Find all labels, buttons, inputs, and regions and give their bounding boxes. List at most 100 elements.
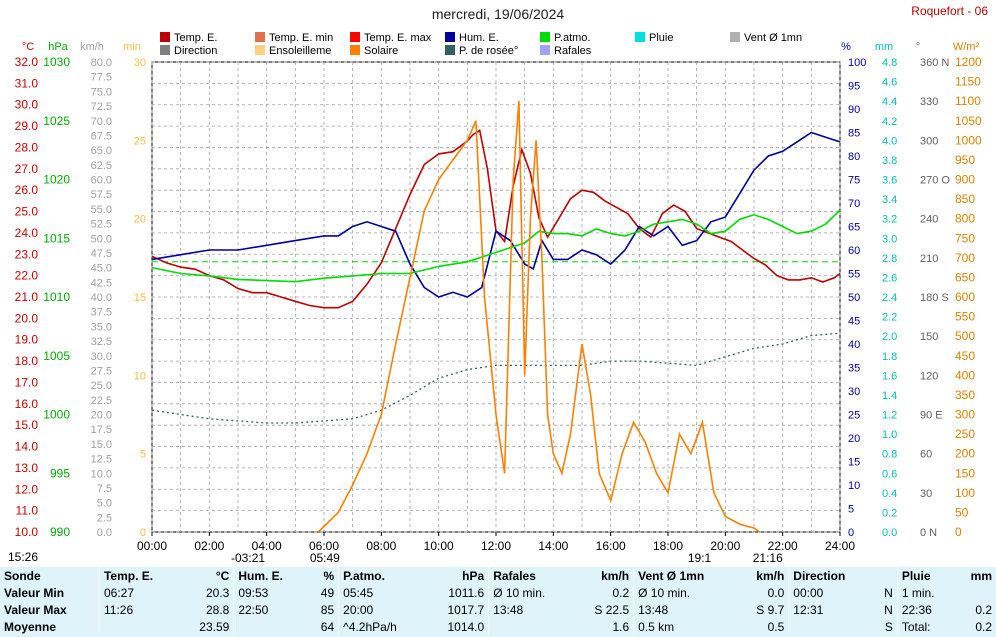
tick-label: 900	[955, 173, 975, 187]
tick-label: 37.5	[91, 307, 112, 319]
stats-cell-value: 64	[320, 619, 335, 634]
tick-label: 4.6	[882, 77, 897, 89]
stats-header-unit: %	[323, 568, 335, 583]
tick-label: 65.0	[91, 145, 112, 157]
tick-label: 35	[848, 363, 860, 375]
stats-cell: 22:36	[896, 601, 955, 618]
stats-header-row: Sonde Temp. E. °C Hum. E.% P.atmo. hPa Rafales…	[0, 567, 996, 584]
tick-label: 700	[955, 251, 975, 265]
tick-label: 210	[920, 253, 938, 265]
tick-label: 19.0	[15, 333, 39, 347]
current-time: 15:26	[8, 550, 39, 564]
legend-item: Temp. E. min	[255, 32, 333, 44]
tick-label: 1030	[43, 55, 70, 69]
tick-label: 300	[955, 408, 975, 422]
tick-label: 11.0	[16, 504, 39, 518]
stats-header-unit: hPa	[462, 568, 485, 583]
tick-label: 55.0	[91, 204, 112, 216]
stats-cell-value: 0.5	[767, 619, 785, 634]
stats-row: Valeur Min 06:27 20.3 09:53 49 05:45 1011.6 Ø 1…	[0, 584, 996, 601]
stats-cell-value: 85	[320, 602, 335, 617]
legend-label: Hum. E.	[459, 32, 499, 44]
stats-header-unit: °C	[215, 568, 230, 583]
tick-label: 4.2	[882, 116, 897, 128]
tick-label: 13.0	[15, 461, 39, 475]
tick-label: 45	[848, 316, 860, 328]
tick-label: 18.0	[15, 354, 39, 368]
x-tick-label: 24:00	[825, 539, 855, 553]
legend-label: Temp. E. max	[364, 32, 432, 44]
axis-unit: km/h	[80, 41, 104, 53]
stats-cell: 11:26	[98, 601, 180, 618]
legend-swatch	[540, 32, 550, 42]
tick-label: 17.0	[15, 375, 39, 389]
tick-label: 5	[140, 449, 146, 461]
tick-label: 1010	[43, 290, 70, 304]
stats-row-label: Valeur Max	[4, 602, 67, 617]
axis-unit: W/m²	[953, 41, 980, 53]
stats-cell: 13:48	[488, 601, 574, 618]
stats-cell: 06:27	[98, 584, 180, 601]
tick-label: 200	[955, 447, 975, 461]
tick-label: 77.5	[91, 72, 112, 84]
stats-cell: Ø 10 min.	[633, 584, 738, 601]
tick-label: 240	[920, 214, 938, 226]
tick-label: 50	[848, 292, 860, 304]
stats-cell-value: 20.3	[205, 585, 230, 600]
tick-label: 12.0	[15, 482, 39, 496]
tick-label: 1025	[43, 114, 70, 128]
tick-label: 67.5	[91, 130, 112, 142]
x-tick-label: 12:00	[481, 539, 511, 553]
tick-label: 400	[955, 368, 975, 382]
tick-label: 72.5	[91, 101, 112, 113]
stats-cell	[98, 618, 180, 635]
tick-label: 15.0	[91, 439, 112, 451]
tick-label: 1.2	[882, 410, 897, 422]
stats-cell-value: 0.2	[612, 585, 630, 600]
tick-label: 3.8	[882, 155, 897, 167]
tick-label: 25.0	[15, 205, 39, 219]
stats-cell-value: 0.2	[975, 602, 992, 617]
legend-item: Vent Ø 1mn	[730, 32, 802, 44]
legend-swatch	[350, 45, 360, 55]
tick-label: 2.8	[882, 253, 897, 265]
tick-label: 50.0	[91, 233, 112, 245]
tick-label: 20.0	[91, 410, 112, 422]
tick-label: 2.5	[97, 512, 112, 524]
tick-label: 330	[920, 96, 938, 108]
tick-label: 550	[955, 310, 975, 324]
stats-header-cell: Hum. E.	[233, 567, 309, 584]
tick-label: 150	[920, 331, 938, 343]
series-line	[151, 131, 841, 298]
x-tick-label: 02:00	[194, 539, 224, 553]
stats-header-cell: Rafales	[488, 567, 574, 584]
stats-cell: 00:00	[788, 584, 874, 601]
x-tick-label: 06:00	[309, 539, 339, 553]
tick-label: 10	[134, 370, 146, 382]
legend-swatch	[350, 32, 360, 42]
tick-label: 2.2	[882, 312, 897, 324]
tick-label: 40.0	[91, 292, 112, 304]
tick-label: 270 O	[920, 175, 950, 187]
tick-label: 70.0	[91, 116, 112, 128]
stats-header-unit	[873, 567, 897, 584]
stats-cell: 05:45	[338, 584, 426, 601]
tick-label: 60.0	[91, 175, 112, 187]
stats-cell: 13:48	[633, 601, 738, 618]
tick-label: 16.0	[15, 397, 39, 411]
tick-label: 10	[848, 480, 860, 492]
tick-label: 500	[955, 329, 975, 343]
tick-label: 1.6	[882, 370, 897, 382]
tick-label: 1.4	[882, 390, 897, 402]
tick-label: 0.6	[882, 468, 897, 480]
tick-label: 17.5	[91, 424, 112, 436]
stats-cell-value: N	[884, 602, 893, 617]
stats-table: Sonde Temp. E. °C Hum. E.% P.atmo. hPa Rafales…	[0, 567, 996, 637]
x-tick-label: 22:00	[768, 539, 798, 553]
tick-label: 30.0	[15, 98, 39, 112]
axis-unit: min	[123, 41, 141, 53]
stats-cell: 22:50	[233, 601, 309, 618]
tick-label: 80.0	[91, 57, 112, 69]
axis-unit: hPa	[48, 41, 68, 53]
tick-label: 29.0	[15, 119, 39, 133]
